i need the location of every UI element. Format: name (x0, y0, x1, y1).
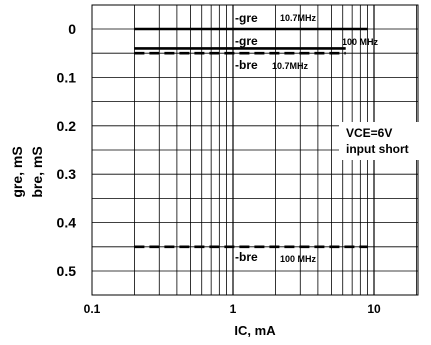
series-label-main: -gre (235, 34, 258, 48)
series-label-sub: 100 MHz (342, 37, 379, 47)
series-label-main: -bre (235, 58, 258, 72)
y-axis-label-line2: bre, mS (29, 146, 45, 197)
x-tick-label: 0.1 (84, 302, 101, 316)
annotation-background (339, 122, 431, 160)
series-label-main: -gre (235, 11, 258, 25)
x-tick-label: 10 (367, 302, 381, 316)
x-axis-label: IC, mA (234, 323, 276, 338)
y-axis-label-2: bre, mS (29, 146, 45, 197)
y-tick-label: 0.1 (57, 69, 77, 85)
tick-labels: 0 0.1 0.2 0.3 0.4 0.5 0.1 1 10 (57, 21, 381, 316)
series-label-3: -bre 10.7MHz (235, 58, 309, 72)
y-tick-label: 0.3 (57, 166, 77, 182)
x-tick-label: 1 (230, 302, 237, 316)
series-label-2: -gre 100 MHz (235, 34, 379, 48)
series-labels: -gre 10.7MHz -gre 100 MHz -bre 10.7MHz -bre 100… (235, 11, 379, 264)
y-tick-label: 0.5 (57, 263, 77, 279)
series-label-sub: 100 MHz (280, 254, 317, 264)
annotation-line1: VCE=6V (346, 126, 392, 140)
y-axis-label-line1: gre, mS (9, 146, 25, 197)
series-label-sub: 10.7MHz (280, 13, 317, 23)
y-axis-label: gre, mS (9, 146, 25, 197)
series-lines (134, 27, 368, 249)
y-tick-label: 0.2 (57, 118, 77, 134)
annotation-line2: input short (346, 142, 409, 156)
y-tick-label: 0 (68, 21, 76, 37)
series-label-4: -bre 100 MHz (235, 250, 317, 264)
series-label-1: -gre 10.7MHz (235, 11, 317, 25)
series-label-main: -bre (235, 250, 258, 264)
series-label-sub: 10.7MHz (272, 61, 309, 71)
y-tick-label: 0.4 (57, 215, 77, 231)
